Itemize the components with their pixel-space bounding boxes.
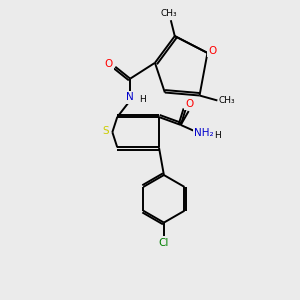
- Text: S: S: [102, 126, 109, 136]
- Text: CH₃: CH₃: [160, 9, 177, 18]
- Text: H: H: [139, 95, 145, 104]
- Text: H: H: [214, 131, 221, 140]
- Text: O: O: [104, 59, 112, 69]
- Text: Cl: Cl: [159, 238, 169, 248]
- Text: O: O: [185, 99, 194, 109]
- Text: CH₃: CH₃: [219, 96, 236, 105]
- Text: NH₂: NH₂: [194, 128, 213, 138]
- Text: O: O: [208, 46, 217, 56]
- Text: N: N: [126, 92, 134, 103]
